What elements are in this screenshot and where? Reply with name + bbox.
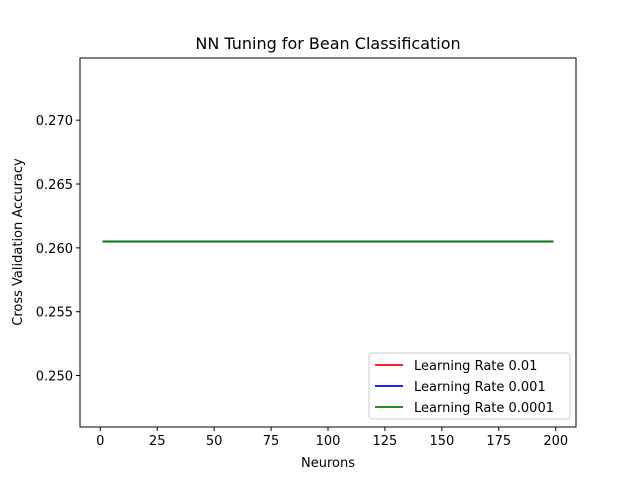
x-tick-label: 200 — [543, 434, 568, 449]
x-tick-label: 125 — [373, 434, 398, 449]
y-tick-label: 0.270 — [36, 114, 73, 129]
legend-label-2: Learning Rate 0.0001 — [414, 401, 554, 416]
legend-box — [368, 352, 571, 420]
y-axis-ticks: 0.250 0.255 0.260 0.265 0.270 — [36, 114, 80, 385]
x-tick-label: 75 — [263, 434, 280, 449]
y-axis-label: Cross Validation Accuracy — [11, 158, 26, 326]
x-tick-label: 150 — [429, 434, 454, 449]
x-axis-ticks: 0 25 50 75 100 125 150 175 200 — [96, 427, 568, 449]
x-tick-label: 0 — [96, 434, 104, 449]
legend-label-1: Learning Rate 0.001 — [414, 380, 546, 395]
chart-title: NN Tuning for Bean Classification — [195, 34, 460, 53]
legend-label-0: Learning Rate 0.01 — [414, 359, 537, 374]
x-tick-label: 175 — [486, 434, 511, 449]
y-tick-label: 0.260 — [36, 242, 73, 257]
y-tick-label: 0.250 — [36, 370, 73, 385]
x-tick-label: 25 — [149, 434, 166, 449]
x-tick-label: 50 — [206, 434, 223, 449]
y-tick-label: 0.255 — [36, 306, 73, 321]
x-tick-label: 100 — [316, 434, 341, 449]
x-axis-label: Neurons — [301, 456, 355, 471]
legend: Learning Rate 0.01 Learning Rate 0.001 Lea… — [368, 352, 571, 420]
y-tick-label: 0.265 — [36, 178, 73, 193]
plot-frame — [79, 57, 577, 428]
